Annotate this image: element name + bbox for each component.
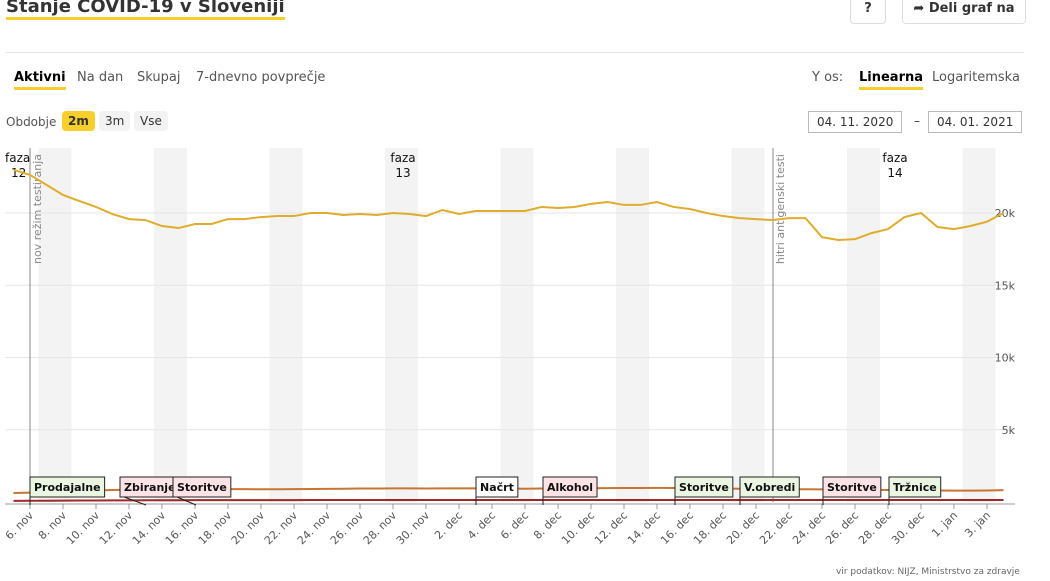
- share-icon: ➦: [913, 1, 929, 16]
- phase-number: 13: [395, 166, 410, 180]
- period-option[interactable]: Vse: [134, 111, 168, 131]
- measure-label: Tržnice: [893, 481, 937, 494]
- x-tick-label: 28. dec: [856, 509, 894, 547]
- measure-box: [29, 476, 106, 498]
- phase-number: 14: [887, 166, 902, 180]
- yaxis-option[interactable]: Linearna: [859, 70, 924, 90]
- x-tick-label: 20. nov: [229, 509, 268, 548]
- series-line: [13, 499, 1004, 502]
- x-tick-label: 14. nov: [130, 509, 169, 548]
- x-tick-label: 1. jan: [929, 509, 960, 540]
- weekend-band: [500, 148, 534, 502]
- x-tick-label: 30. nov: [394, 509, 433, 548]
- yaxis-label: Y os:: [812, 70, 844, 85]
- measure-box: [172, 476, 232, 498]
- help-button[interactable]: ?: [850, 0, 886, 24]
- x-tick-label: 4. dec: [465, 509, 498, 542]
- measure-label: Zbiranje: [124, 481, 176, 494]
- period-label: Obdobje: [6, 115, 57, 129]
- measure-box: [822, 476, 882, 498]
- measure-leg: [176, 496, 197, 506]
- yaxis-option[interactable]: Logaritemska: [932, 70, 1020, 85]
- y-tick-label: 15k: [995, 279, 1016, 292]
- weekend-band: [962, 148, 996, 502]
- measure-label: V.obredi: [744, 481, 795, 494]
- tab[interactable]: Skupaj: [137, 70, 181, 85]
- measure-box: [674, 476, 734, 498]
- x-tick-label: 2. dec: [432, 509, 465, 542]
- share-button[interactable]: ➦ Deli graf na: [902, 0, 1026, 24]
- measure-label: Storitve: [177, 481, 227, 494]
- x-tick-label: 3. jan: [962, 509, 993, 540]
- x-tick-label: 16. nov: [163, 509, 202, 548]
- weekend-band: [154, 148, 187, 502]
- x-tick-label: 20. dec: [724, 509, 762, 547]
- weekend-band: [38, 148, 72, 502]
- measure-label: Storitve: [679, 481, 729, 494]
- period-option[interactable]: 3m: [99, 111, 131, 131]
- measure-box: [475, 476, 519, 498]
- title: Stanje COVID-19 v Sloveniji: [6, 0, 285, 20]
- x-tick-label: 6. dec: [498, 509, 531, 542]
- x-tick-label: 12. nov: [97, 509, 136, 548]
- weekend-band: [731, 148, 765, 502]
- measure-label: Prodajalne: [34, 481, 101, 494]
- measure-label: Storitve: [827, 481, 877, 494]
- date-separator: –: [914, 114, 920, 128]
- x-tick-label: 14. dec: [625, 509, 663, 547]
- tab[interactable]: 7-dnevno povprečje: [196, 70, 326, 85]
- measure-label: Alkohol: [547, 481, 593, 494]
- measure-leg: [123, 496, 147, 506]
- weekend-band: [385, 148, 418, 502]
- x-tick-label: 10. nov: [64, 509, 103, 548]
- weekend-band: [269, 148, 303, 502]
- tab[interactable]: Aktivni: [14, 70, 66, 90]
- tab[interactable]: Na dan: [77, 70, 124, 85]
- y-tick-label: 20k: [995, 207, 1016, 220]
- event-label: nov režim testiranja: [31, 154, 44, 264]
- x-tick-label: 18. nov: [196, 509, 235, 548]
- date-to[interactable]: 04. 01. 2021: [928, 111, 1022, 133]
- x-tick-label: 26. dec: [823, 509, 861, 547]
- x-tick-label: 22. nov: [262, 509, 301, 548]
- measure-box: [739, 476, 800, 498]
- x-tick-label: 30. dec: [889, 509, 927, 547]
- share-text: Deli graf na: [928, 1, 1015, 16]
- measure-box: [888, 476, 942, 498]
- x-tick-label: 6. nov: [3, 509, 37, 543]
- x-tick-label: 24. nov: [295, 509, 334, 548]
- weekend-band: [847, 148, 880, 502]
- x-tick-label: 16. dec: [658, 509, 696, 547]
- measure-label: Načrt: [480, 481, 514, 494]
- x-tick-label: 18. dec: [691, 509, 729, 547]
- date-from[interactable]: 04. 11. 2020: [808, 111, 902, 133]
- x-tick-label: 28. nov: [361, 509, 400, 548]
- divider: [6, 52, 1024, 53]
- x-tick-label: 10. dec: [559, 509, 597, 547]
- x-tick-label: 26. nov: [328, 509, 367, 548]
- event-label: hitri antigenski testi: [774, 154, 787, 264]
- x-tick-label: 24. dec: [790, 509, 828, 547]
- phase-label: faza: [5, 151, 30, 165]
- source: vir podatkov: NIJZ, Ministrstvo za zdrav…: [836, 567, 1020, 577]
- period-option[interactable]: 2m: [62, 111, 95, 131]
- weekend-band: [616, 148, 649, 502]
- y-tick-label: 5k: [1002, 424, 1016, 437]
- y-tick-label: 10k: [995, 352, 1016, 365]
- x-tick-label: 12. dec: [592, 509, 630, 547]
- measure-box: [542, 476, 598, 498]
- phase-label: faza: [390, 151, 415, 165]
- phase-label: faza: [882, 151, 907, 165]
- x-tick-label: 22. dec: [757, 509, 795, 547]
- series-line: [13, 168, 1004, 242]
